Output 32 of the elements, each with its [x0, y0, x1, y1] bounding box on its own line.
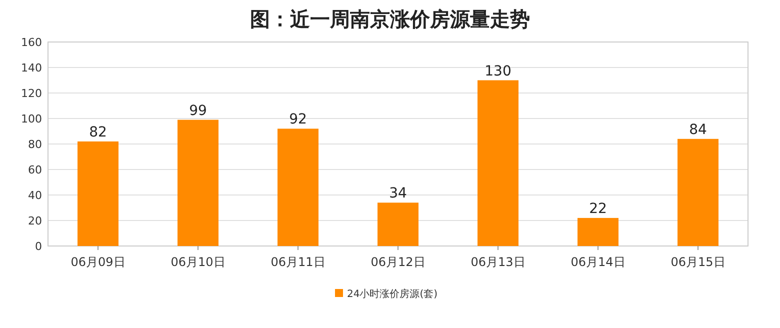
x-tick-label: 06月15日 [670, 255, 726, 269]
y-tick-label: 80 [28, 138, 42, 151]
x-tick-label: 06月10日 [170, 255, 226, 269]
x-tick-label: 06月11日 [270, 255, 326, 269]
x-tick-label: 06月09日 [70, 255, 126, 269]
bar [678, 138, 718, 246]
data-label: 82 [89, 124, 107, 140]
data-label: 130 [484, 63, 512, 80]
bar [78, 141, 118, 246]
y-tick-label: 20 [28, 214, 42, 228]
bar [278, 128, 318, 246]
x-tick-label: 06月13日 [470, 255, 526, 269]
y-tick-label: 140 [21, 62, 42, 74]
data-label: 84 [689, 122, 707, 138]
data-label: 99 [189, 102, 207, 119]
bar [378, 202, 418, 246]
data-label: 92 [289, 112, 307, 128]
x-tick-label: 06月14日 [570, 255, 626, 269]
bar [178, 120, 218, 246]
bar [478, 80, 518, 246]
data-label: 22 [589, 200, 607, 217]
data-label: 34 [389, 186, 407, 202]
y-tick-label: 160 [21, 36, 42, 49]
y-tick-label: 100 [21, 112, 42, 126]
y-tick-label: 120 [21, 87, 42, 100]
legend-label: 24小时涨价房源(套) [347, 288, 438, 300]
chart-title: 图：近一周南京涨价房源量走势 [250, 7, 530, 31]
y-tick-label: 0 [35, 240, 42, 253]
y-tick-label: 40 [28, 189, 42, 202]
x-tick-label: 06月12日 [370, 255, 426, 269]
y-tick-label: 60 [28, 164, 42, 176]
bar [578, 218, 618, 246]
